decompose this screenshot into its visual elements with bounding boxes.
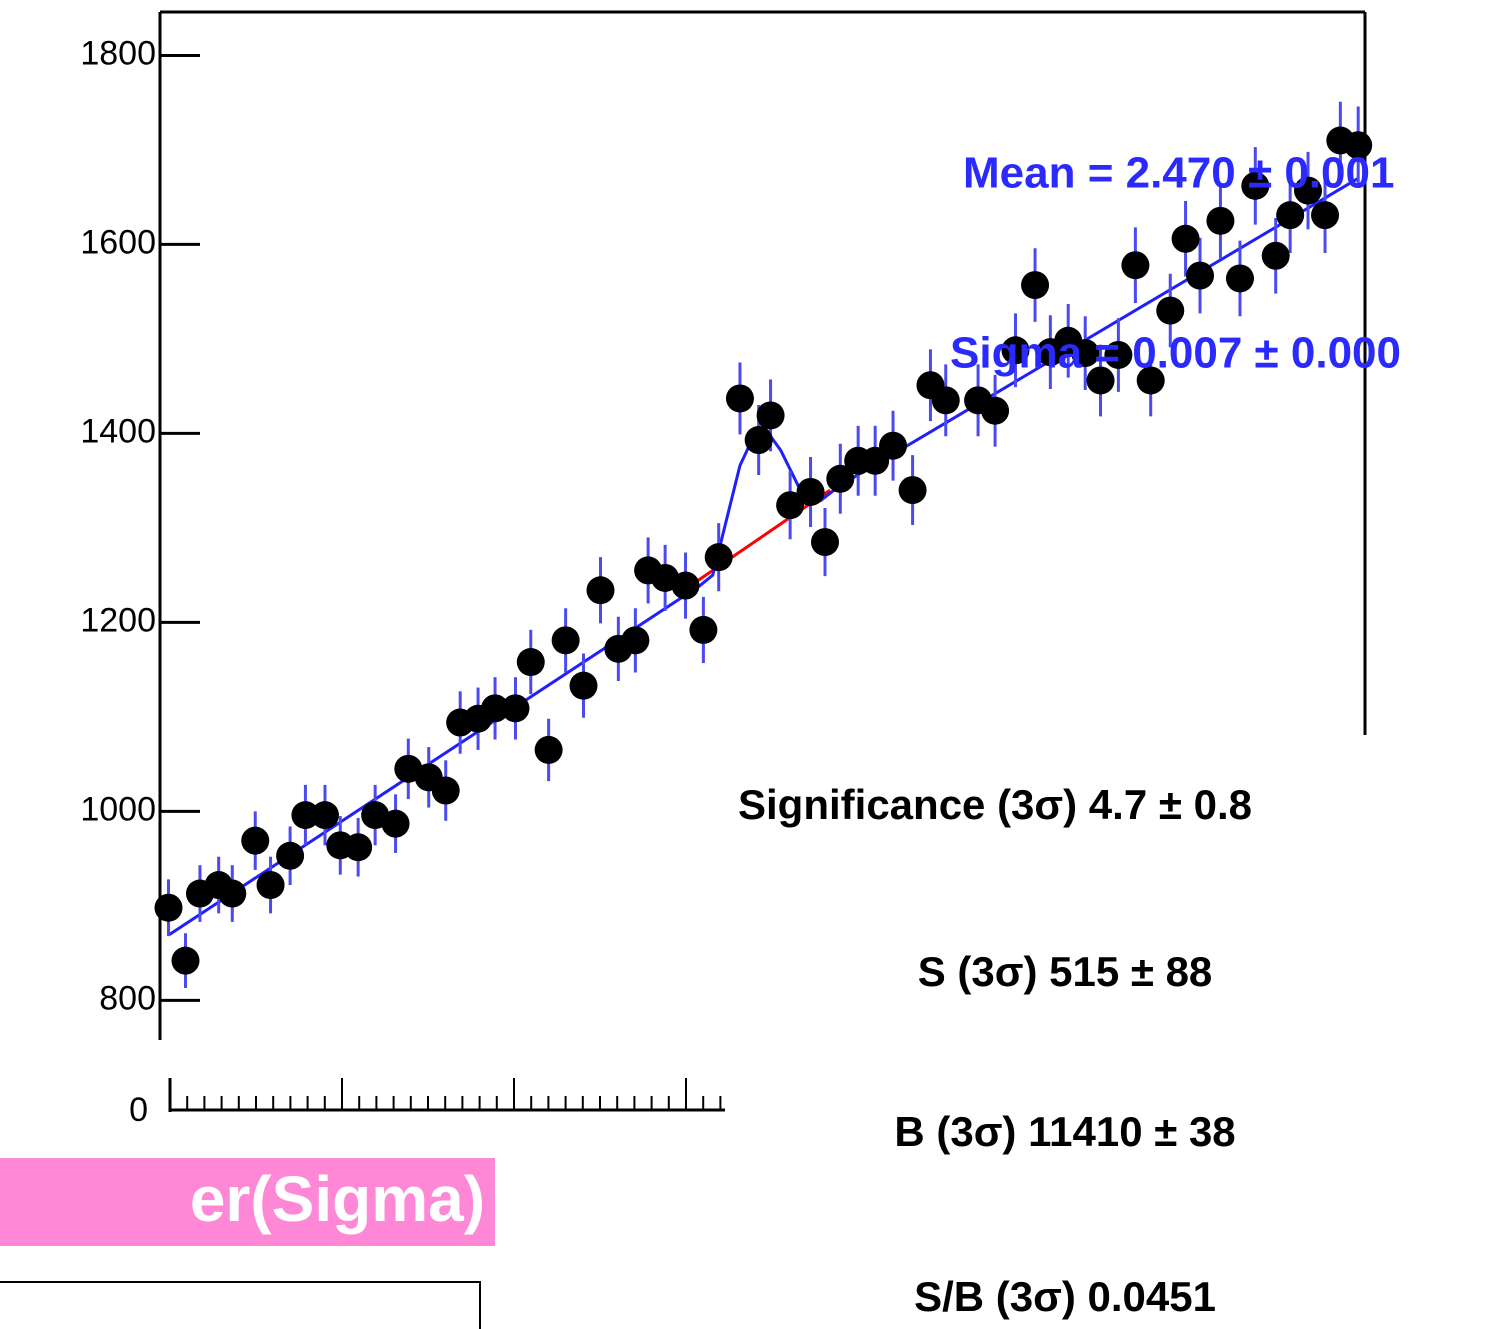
data-point: [1021, 271, 1050, 300]
input-box: [0, 1281, 481, 1329]
y-tick-label: 1800: [80, 34, 156, 72]
data-point: [1121, 251, 1150, 280]
data-point: [725, 384, 754, 413]
y-tick-label: 800: [99, 979, 156, 1017]
data-point: [516, 648, 545, 677]
data-point: [744, 426, 773, 455]
data-point: [1156, 296, 1185, 325]
data-point: [154, 893, 183, 922]
data-point: [1241, 171, 1270, 200]
stat-line: Significance (3σ) 4.7 ± 0.8: [738, 781, 1252, 828]
data-point: [256, 871, 285, 900]
data-point: [1071, 339, 1100, 368]
data-point: [501, 694, 530, 723]
stat-line: B (3σ) 11410 ± 38: [894, 1108, 1235, 1155]
annotation: Mean = 2.470 ± 0.001: [963, 149, 1394, 198]
data-point: [621, 626, 650, 655]
data-point: [776, 491, 805, 520]
data-point: [241, 826, 270, 855]
annotation: Sigma = 0.007 ± 0.000: [950, 329, 1401, 378]
data-point: [898, 476, 927, 505]
data-point: [1206, 206, 1235, 235]
data-point: [291, 801, 320, 830]
label-box: [0, 1158, 495, 1246]
data-point: [171, 946, 200, 975]
data-point: [1311, 201, 1340, 230]
data-point: [671, 571, 700, 600]
data-point: [1186, 261, 1215, 290]
lower-pad-tick-label: 0: [129, 1091, 148, 1129]
data-point: [481, 694, 510, 723]
data-point: [1276, 201, 1305, 230]
data-point: [1136, 366, 1165, 395]
data-point: [310, 801, 339, 830]
data-point: [569, 671, 598, 700]
y-tick-label: 1200: [80, 601, 156, 639]
y-tick-label: 1600: [80, 223, 156, 261]
data-point: [931, 386, 960, 415]
data-point: [1294, 176, 1323, 205]
stat-line: S (3σ) 515 ± 88: [918, 948, 1213, 995]
data-point: [981, 396, 1010, 425]
data-point: [1104, 340, 1133, 369]
data-point: [534, 735, 563, 764]
data-point: [689, 615, 718, 644]
data-point: [811, 528, 840, 557]
data-point: [1086, 366, 1115, 395]
y-tick-label: 1000: [80, 790, 156, 828]
data-point: [704, 543, 733, 572]
data-point: [1171, 224, 1200, 253]
stat-line: S/B (3σ) 0.0451: [914, 1273, 1216, 1320]
data-point: [1001, 336, 1030, 365]
data-point: [381, 809, 410, 838]
stats-panel: [725, 735, 1511, 1329]
data-point: [826, 464, 855, 493]
y-tick-label: 1400: [80, 412, 156, 450]
label-text: er(Sigma): [190, 1163, 485, 1235]
data-point: [344, 833, 373, 862]
data-point: [586, 576, 615, 605]
data-point: [551, 626, 580, 655]
data-point: [796, 477, 825, 506]
data-point: [879, 431, 908, 460]
data-point: [431, 776, 460, 805]
data-point: [276, 841, 305, 870]
data-point: [756, 401, 785, 430]
data-point: [1344, 131, 1373, 160]
data-point: [1225, 264, 1254, 293]
data-point: [218, 879, 247, 908]
data-point: [1261, 241, 1290, 270]
